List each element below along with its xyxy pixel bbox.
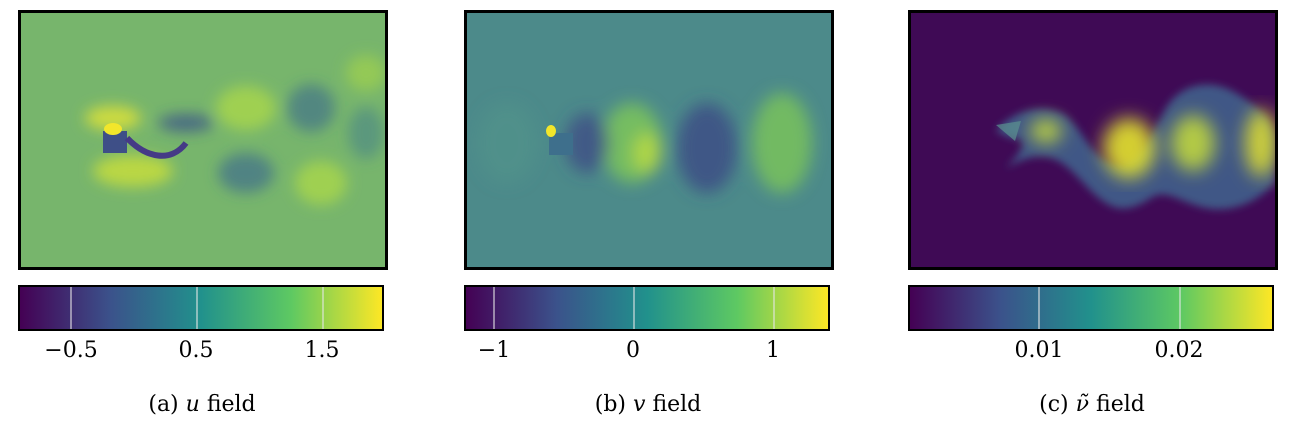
caption-suffix: field [1096,392,1145,417]
colorbar-tick [322,287,324,329]
colorbar-tick-label: 0.5 [178,338,214,363]
panel-caption: (c) ν̃ field [908,393,1276,417]
colorbar-tick [1179,287,1181,329]
panel-caption: (a) u field [18,393,386,417]
panel-u-field: −0.5 0.5 1.5 (a) u field [18,0,398,427]
v-field-contour-plot [464,10,834,270]
colorbar-tick [493,287,495,329]
v-colorbar [464,285,830,331]
caption-variable: u [185,392,200,417]
u-field-contour-plot [18,10,388,270]
caption-label: (b) [594,392,626,417]
colorbar-tick-label: 1.5 [304,338,340,363]
caption-variable: ν̃ [1075,392,1090,417]
u-colorbar [18,285,384,331]
colorbar-tick [70,287,72,329]
panel-nu-field: 0.01 0.02 (c) ν̃ field [908,0,1288,427]
nu-colorbar [908,285,1274,331]
nu-field-contour-plot [908,10,1278,270]
panel-caption: (b) v field [464,393,832,417]
colorbar-tick [773,287,775,329]
caption-variable: v [633,392,646,417]
colorbar-tick-label: 0.02 [1154,338,1204,363]
colorbar-tick [633,287,635,329]
colorbar-tick-label: −0.5 [44,338,98,363]
colorbar-tick-label: 0.01 [1014,338,1064,363]
colorbar-tick-label: −1 [477,338,511,363]
caption-label: (a) [148,392,179,417]
panel-v-field: −1 0 1 (b) v field [464,0,844,427]
colorbar-tick-label: 1 [766,338,780,363]
colorbar-tick [196,287,198,329]
caption-suffix: field [206,392,256,417]
caption-label: (c) [1039,392,1069,417]
caption-suffix: field [652,392,702,417]
colorbar-tick [1038,287,1040,329]
colorbar-tick-label: 0 [626,338,640,363]
